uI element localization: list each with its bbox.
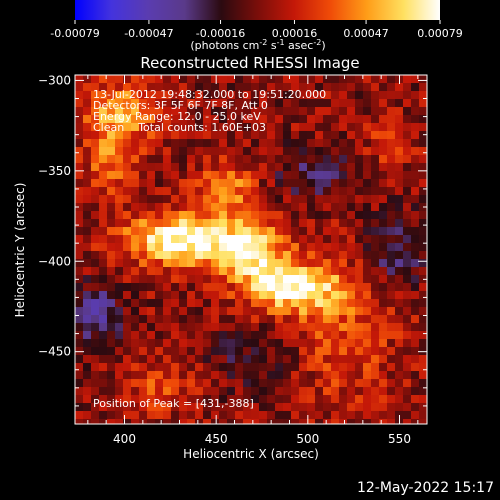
colorbar-gradient bbox=[75, 0, 440, 20]
info-annotation: 13-Jul-2012 19:48:32.000 to 19:51:20.000… bbox=[93, 88, 326, 134]
x-tick-label: 450 bbox=[205, 432, 228, 446]
info-line-detectors: Detectors: 3F 5F 6F 7F 8F, Att 0 bbox=[93, 99, 268, 112]
colorbar-ticks: -0.00079 -0.00047 -0.00016 0.00016 0.00047 0.… bbox=[50, 20, 463, 40]
colorbar-tick-label: -0.00016 bbox=[196, 27, 245, 40]
x-tick-label: 400 bbox=[113, 432, 136, 446]
plot-title: Reconstructed RHESSI Image bbox=[140, 54, 359, 72]
x-tick-label: 550 bbox=[388, 432, 411, 446]
info-line-clean: Clean Total counts: 1.60E+03 bbox=[93, 121, 266, 134]
y-tick-label: −300 bbox=[38, 73, 71, 87]
peak-position-label: Position of Peak = [431,-388] bbox=[93, 397, 254, 410]
colorbar-tick-label: 0.00016 bbox=[272, 27, 318, 40]
colorbar: -0.00079 -0.00047 -0.00016 0.00016 0.00047 0.… bbox=[50, 0, 463, 52]
colorbar-tick-label: -0.00079 bbox=[50, 27, 99, 40]
y-axis-label: Heliocentric Y (arcsec) bbox=[13, 183, 27, 318]
info-line-time: 13-Jul-2012 19:48:32.000 to 19:51:20.000 bbox=[93, 88, 326, 101]
colorbar-tick-label: 0.00079 bbox=[417, 27, 463, 40]
info-line-energy: Energy Range: 12.0 - 25.0 keV bbox=[93, 110, 261, 123]
x-axis-label: Heliocentric X (arcsec) bbox=[183, 447, 319, 461]
x-tick-label: 500 bbox=[296, 432, 319, 446]
y-tick-label: −400 bbox=[38, 254, 71, 268]
colorbar-units: (photons cm-2 s-1 asec-2) bbox=[190, 38, 325, 52]
footer-timestamp: 12-May-2022 15:17 bbox=[356, 480, 494, 496]
colorbar-tick-label: 0.00047 bbox=[343, 27, 389, 40]
axis-ticks: 400 450 500 550 −300 −350 −400 −450 bbox=[38, 73, 427, 446]
y-tick-label: −350 bbox=[38, 164, 71, 178]
colorbar-tick-label: -0.00047 bbox=[124, 27, 173, 40]
plot-frame bbox=[74, 74, 428, 425]
y-tick-label: −450 bbox=[38, 345, 71, 359]
